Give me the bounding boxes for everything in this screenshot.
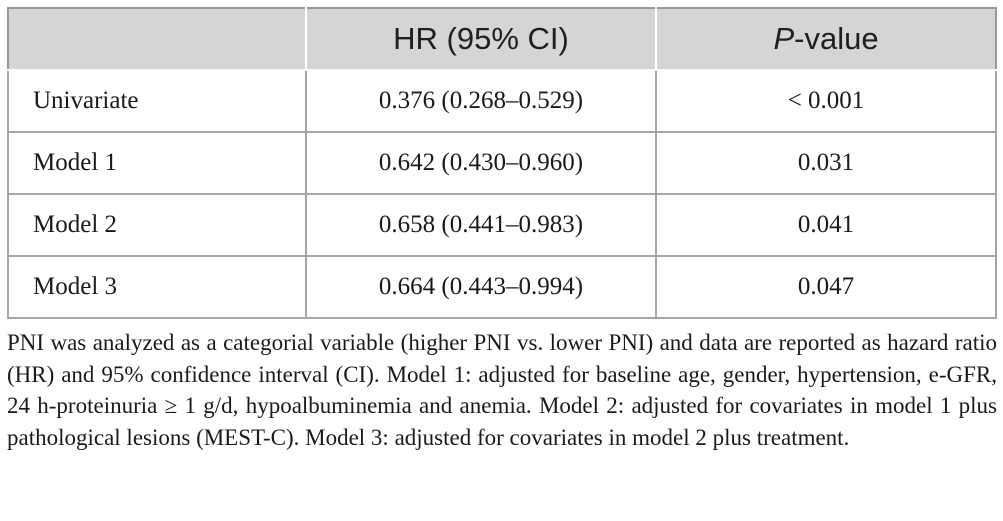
table-row: Model 2 0.658 (0.441–0.983) 0.041 — [7, 193, 997, 257]
header-p-italic: P — [773, 21, 795, 56]
hr-ci-value: 0.664 (0.443–0.994) — [305, 255, 657, 319]
p-value: 0.047 — [655, 255, 997, 319]
header-blank-cell — [7, 7, 307, 71]
hr-ci-value: 0.642 (0.430–0.960) — [305, 131, 657, 195]
p-value: 0.031 — [655, 131, 997, 195]
table-header-row: HR (95% CI) P-value — [7, 7, 997, 71]
results-table-container: HR (95% CI) P-value Univariate 0.376 (0.… — [7, 7, 997, 319]
table-row: Model 1 0.642 (0.430–0.960) 0.031 — [7, 131, 997, 195]
header-hr-ci: HR (95% CI) — [305, 7, 657, 71]
hr-ci-value: 0.376 (0.268–0.529) — [305, 69, 657, 133]
table-footnote: PNI was analyzed as a categorial variabl… — [7, 330, 997, 450]
header-p-rest: -value — [794, 21, 879, 56]
table-row: Univariate 0.376 (0.268–0.529) < 0.001 — [7, 69, 997, 133]
p-value: < 0.001 — [655, 69, 997, 133]
header-p-value: P-value — [655, 7, 997, 71]
hazard-ratio-table: HR (95% CI) P-value Univariate 0.376 (0.… — [7, 7, 997, 319]
row-label: Univariate — [7, 69, 307, 133]
p-value: 0.041 — [655, 193, 997, 257]
row-label: Model 1 — [7, 131, 307, 195]
row-label: Model 2 — [7, 193, 307, 257]
hr-ci-value: 0.658 (0.441–0.983) — [305, 193, 657, 257]
table-row: Model 3 0.664 (0.443–0.994) 0.047 — [7, 255, 997, 319]
row-label: Model 3 — [7, 255, 307, 319]
